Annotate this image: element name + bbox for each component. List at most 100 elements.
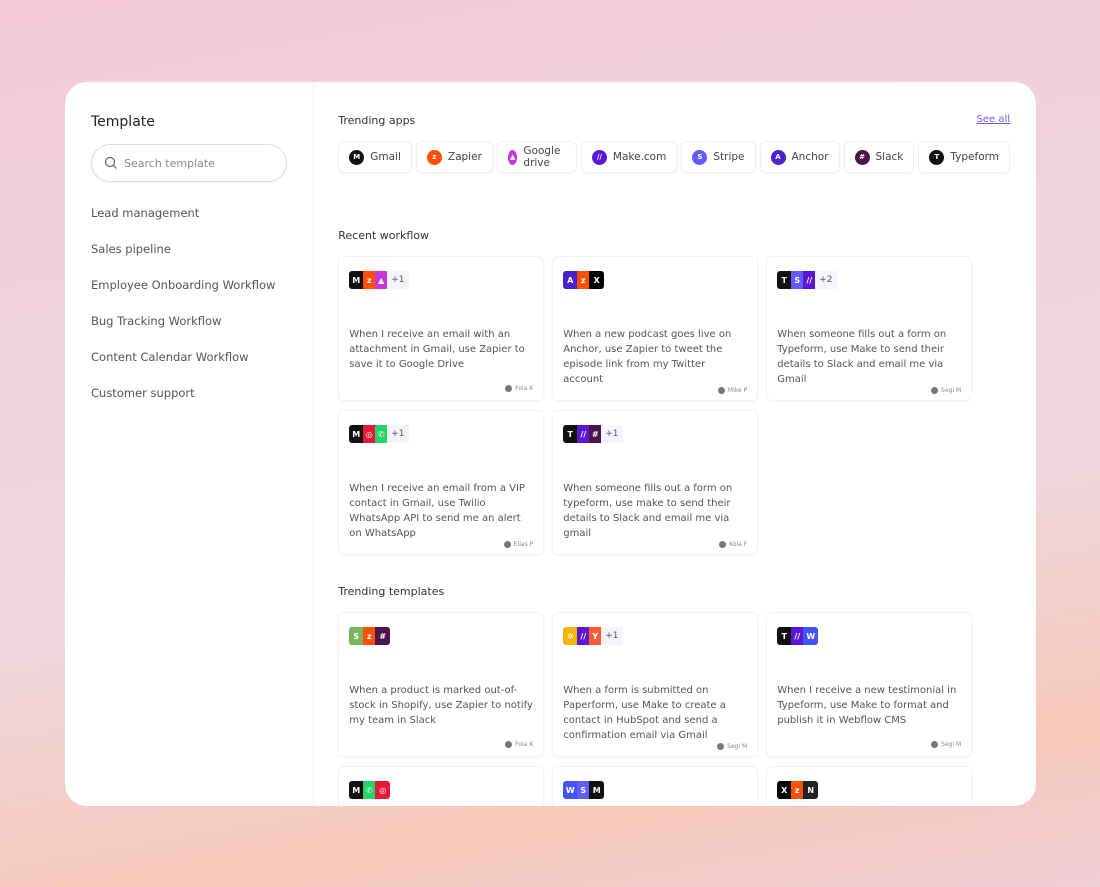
workflow-card[interactable]: T//W When I receive a new testimonial in … xyxy=(766,612,973,757)
anchor-icon: A xyxy=(770,149,786,165)
app-icons: T//W xyxy=(777,627,961,645)
avatar xyxy=(505,385,513,392)
sidebar-item[interactable]: Content Calendar Workflow xyxy=(91,350,249,364)
workflow-card[interactable]: ✲//Y +1 When a form is submitted on Paperf… xyxy=(552,612,759,757)
app-label: Anchor xyxy=(791,151,829,163)
app-chip-slack[interactable]: # Slack xyxy=(843,141,915,173)
template-panel: Template Lead management Sales pipeline Em… xyxy=(65,82,1036,806)
twilio-icon: ◎ xyxy=(363,425,376,443)
zapier-icon: z xyxy=(791,781,804,799)
sidebar-item[interactable]: Customer support xyxy=(91,386,195,400)
see-all-link[interactable]: See all xyxy=(976,114,1010,125)
sidebar-item[interactable]: Lead management xyxy=(91,206,200,220)
workflow-description: When a form is submitted on Paperform, u… xyxy=(563,685,726,741)
author-name: Segi M xyxy=(941,387,962,394)
workflow-card[interactable]: M ✆ ◎ xyxy=(338,766,545,806)
author: Foia K xyxy=(349,741,533,748)
avatar xyxy=(503,541,511,548)
whatsapp-icon: ✆ xyxy=(375,425,388,443)
author-name: Foia K xyxy=(515,741,534,748)
avatar xyxy=(931,387,939,394)
app-chip-zapier[interactable]: z Zapier xyxy=(415,141,493,173)
typeform-icon: T xyxy=(929,149,945,165)
workflow-description: When I receive an email from a VIP conta… xyxy=(349,483,525,539)
sidebar: Template Lead management Sales pipeline Em… xyxy=(65,82,315,806)
app-icons: ✲//Y +1 xyxy=(563,627,747,645)
app-chip-stripe[interactable]: S Stripe xyxy=(681,141,756,173)
x-icon: X xyxy=(589,271,605,289)
more-apps-count: +1 xyxy=(387,271,409,289)
typeform-icon: T xyxy=(563,425,578,443)
app-label: Stripe xyxy=(713,151,745,163)
author: Segi M xyxy=(777,741,961,748)
stripe-icon: S xyxy=(791,271,804,289)
whatsapp-icon: ✆ xyxy=(363,781,376,799)
workflow-card[interactable]: M ◎ ✆ +1 When I receive an email from a VIP … xyxy=(338,410,545,555)
make-icon: // xyxy=(803,271,816,289)
make-icon: // xyxy=(577,425,590,443)
stripe-icon: S xyxy=(692,149,708,165)
app-chip-anchor[interactable]: A Anchor xyxy=(759,141,840,173)
app-icons: M ✆ ◎ xyxy=(349,781,533,799)
avatar xyxy=(717,743,725,750)
author: Elias P xyxy=(349,541,533,548)
trending-templates-title: Trending templates xyxy=(338,585,445,598)
gmail-icon: M xyxy=(349,271,364,289)
app-chip-gdrive[interactable]: ▲ Google drive xyxy=(496,141,577,173)
app-label: Gmail xyxy=(370,151,401,163)
author: Segi M xyxy=(777,387,961,394)
author-name: Mike P xyxy=(727,387,748,394)
workflow-description: When a new podcast goes live on Anchor, … xyxy=(563,329,732,385)
workflow-description: When a product is marked out-of-stock in… xyxy=(349,685,533,726)
sidebar-item[interactable]: Bug Tracking Workflow xyxy=(91,314,222,328)
workflow-description: When someone fills out a form on Typefor… xyxy=(777,329,947,385)
author-name: Foia K xyxy=(515,385,534,392)
workflow-card[interactable]: T//# +1 When someone fills out a form on t… xyxy=(552,410,759,555)
more-apps-count: +2 xyxy=(815,271,837,289)
sidebar-item[interactable]: Employee Onboarding Workflow xyxy=(91,278,276,292)
avatar xyxy=(505,741,513,748)
paperform-icon: ✲ xyxy=(563,627,578,645)
sidebar-title: Template xyxy=(91,114,155,130)
workflow-description: When I receive a new testimonial in Type… xyxy=(777,685,957,726)
app-chip-gmail[interactable]: M Gmail xyxy=(338,141,412,173)
make-icon: // xyxy=(791,627,804,645)
avatar xyxy=(717,387,725,394)
trending-apps-list: M Gmail z Zapier ▲ Google drive // Make.com S Str… xyxy=(338,141,1010,173)
avatar xyxy=(719,541,727,548)
avatar xyxy=(931,741,939,748)
search-icon xyxy=(104,156,117,169)
gmail-icon: M xyxy=(349,425,364,443)
app-label: Zapier xyxy=(447,151,482,163)
stripe-icon: S xyxy=(577,781,590,799)
zapier-icon: z xyxy=(577,271,590,289)
app-chip-make[interactable]: // Make.com xyxy=(580,141,678,173)
app-label: Make.com xyxy=(612,151,667,163)
sidebar-nav: Lead management Sales pipeline Employee On… xyxy=(91,206,287,422)
app-icons: T//# +1 xyxy=(563,425,747,443)
workflow-description: When I receive an email with an attachme… xyxy=(349,329,525,370)
x-icon: X xyxy=(777,781,792,799)
search-box[interactable] xyxy=(91,144,288,182)
slack-icon: # xyxy=(589,425,602,443)
search-input[interactable] xyxy=(124,156,275,170)
workflow-description: When someone fills out a form on typefor… xyxy=(563,483,733,539)
gmail-icon: M xyxy=(349,149,365,165)
zapier-icon: z xyxy=(426,149,442,165)
webflow-icon: W xyxy=(563,781,578,799)
slack-icon: # xyxy=(375,627,391,645)
workflow-card[interactable]: T S//+2 When someone fills out a form on T… xyxy=(766,256,973,401)
author-name: Segi M xyxy=(727,743,748,750)
author: Kola F xyxy=(563,541,747,548)
app-chip-typeform[interactable]: T Typeform xyxy=(918,141,1010,173)
sidebar-item[interactable]: Sales pipeline xyxy=(91,242,171,256)
typeform-icon: T xyxy=(777,627,792,645)
